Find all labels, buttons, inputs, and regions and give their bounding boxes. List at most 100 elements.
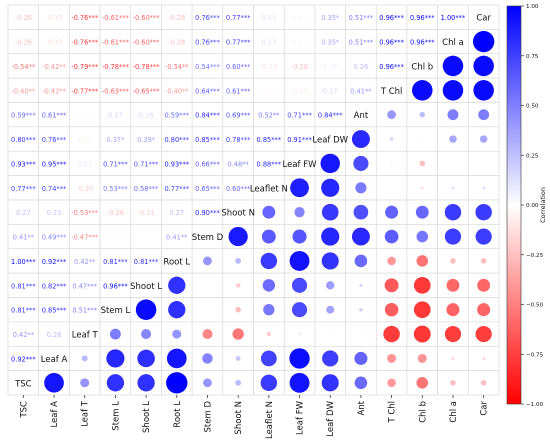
grid-cell	[345, 102, 377, 128]
grid-cell	[7, 126, 39, 152]
grid-cell	[7, 297, 39, 323]
correlation-value: 0.41**	[350, 87, 372, 95]
correlation-circle	[321, 227, 340, 246]
grid-cell	[69, 199, 101, 225]
grid-cell	[69, 272, 101, 298]
grid-cell	[375, 53, 408, 79]
x-tick-label-leaf-a: Leaf A	[50, 401, 60, 428]
grid-cell	[283, 4, 316, 30]
grid-cell	[38, 102, 70, 128]
grid-cell	[375, 29, 408, 55]
correlation-value: 0.66***	[195, 160, 220, 168]
correlation-value: -0.63***	[102, 87, 130, 95]
correlation-value: 0.58***	[134, 185, 159, 193]
grid-cell	[191, 53, 224, 79]
x-tick-label-stem-d: Stem D	[203, 401, 213, 433]
correlation-value: 0.93***	[164, 160, 189, 168]
correlation-circle	[415, 205, 429, 219]
correlation-circle	[444, 203, 462, 221]
correlation-value: -0.40**	[12, 87, 36, 95]
diagonal-label-leaf-a: Leaf A	[41, 355, 68, 365]
correlation-circle	[290, 178, 309, 198]
grid-cell	[99, 102, 132, 128]
correlation-value: 0.27	[16, 209, 31, 217]
correlation-value: 0.85***	[42, 307, 67, 315]
correlation-grid: TSC 0.92*** Leaf A 0.42** 0.28 Leaf T 0.81*** 0…	[7, 4, 500, 396]
correlation-circle	[359, 307, 363, 312]
correlation-circle	[442, 80, 464, 101]
correlation-circle	[235, 379, 242, 386]
correlation-circle	[81, 355, 88, 362]
correlation-circle	[416, 230, 429, 243]
grid-cell	[7, 175, 39, 201]
correlation-value: 0.42**	[13, 331, 35, 339]
correlation-circle	[260, 350, 277, 367]
correlation-value: -0.26	[291, 63, 308, 71]
grid-cell	[253, 150, 285, 176]
grid-cell	[161, 102, 193, 128]
correlation-circle	[413, 301, 431, 319]
correlation-circle	[141, 329, 152, 340]
grid-cell	[38, 224, 70, 250]
correlation-circle	[475, 325, 492, 343]
grid-cell	[69, 224, 101, 250]
correlation-value: -0.26	[107, 209, 124, 217]
grid-cell	[7, 150, 39, 176]
grid-cell	[161, 248, 193, 274]
correlation-circle	[202, 353, 213, 364]
grid-cell	[191, 224, 224, 250]
correlation-value: 0.17	[323, 87, 338, 95]
correlation-circle	[452, 162, 454, 165]
correlation-circle	[321, 374, 339, 392]
diagonal-label-chl-b: Chl b	[411, 62, 433, 72]
correlation-value: -0.53***	[71, 209, 99, 217]
correlation-value: -0.61***	[102, 14, 130, 22]
correlation-circle	[384, 278, 399, 293]
correlation-value: 0.77***	[226, 14, 251, 22]
correlation-value: 0.60***	[226, 63, 251, 71]
correlation-circle	[353, 155, 369, 172]
grid-cell	[7, 199, 39, 225]
correlation-value: 0.06	[323, 63, 338, 71]
x-axis-ticks: TSC Leaf A Leaf T Stem L Shoot L Root L Stem D…	[19, 395, 490, 439]
correlation-value: -0.47***	[71, 234, 99, 242]
correlation-circle	[449, 135, 457, 143]
correlation-value: 0.77***	[164, 185, 189, 193]
grid-cell	[69, 297, 101, 323]
correlation-circle	[321, 203, 339, 221]
correlation-circle	[166, 348, 187, 369]
correlation-value: -0.78***	[102, 63, 130, 71]
correlation-value: -0.61***	[102, 39, 130, 47]
grid-cell	[437, 29, 469, 55]
correlation-circle	[479, 135, 488, 143]
correlation-value: 0.59***	[164, 112, 189, 120]
correlation-value: 0.47***	[72, 282, 97, 290]
correlation-value: 1.00***	[11, 258, 36, 266]
correlation-circle	[261, 229, 276, 244]
colorbar-tick-label: −0.75	[526, 352, 544, 358]
correlation-circle	[44, 372, 64, 393]
grid-cell	[222, 102, 254, 128]
diagonal-label-leaflet-n: Leaflet N	[250, 184, 288, 194]
correlation-value: 0.48**	[228, 160, 250, 168]
correlation-circle	[168, 276, 186, 294]
correlation-circle	[451, 186, 455, 190]
correlation-value: -0.13	[260, 63, 277, 71]
correlation-circle	[206, 284, 209, 287]
correlation-value: 0.59***	[11, 112, 36, 120]
correlation-value: -0.42**	[42, 87, 66, 95]
grid-cell	[99, 175, 132, 201]
correlation-value: 0.28	[47, 331, 62, 339]
correlation-value: -0.26	[15, 39, 32, 47]
grid-cell	[191, 77, 224, 103]
grid-cell	[314, 126, 346, 152]
correlation-value: 0.11	[77, 160, 92, 168]
correlation-value: 0.16	[139, 112, 154, 120]
correlation-circle	[298, 332, 301, 336]
correlation-value: 0.71***	[134, 160, 159, 168]
correlation-value: 0.77***	[11, 185, 36, 193]
grid-cell	[222, 53, 254, 79]
correlation-circle	[203, 378, 212, 388]
grid-cell	[161, 4, 193, 30]
correlation-circle	[450, 380, 456, 386]
